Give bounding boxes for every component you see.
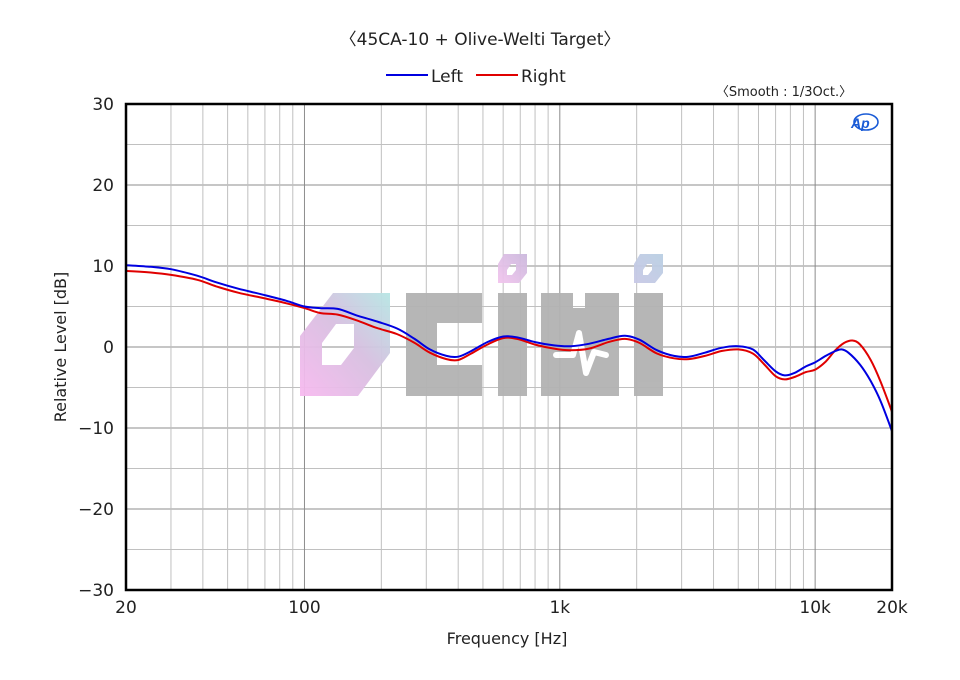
y-tick-label: 10	[92, 257, 114, 277]
y-axis-label: Relative Level [dB]	[51, 272, 70, 423]
y-axis-ticks: 30 20 10 0 −10 −20 −30	[78, 95, 114, 601]
x-tick-label: 20	[115, 598, 137, 618]
series-left-line	[126, 264, 892, 432]
ap-logo-text: Ap	[850, 115, 870, 131]
x-tick-label: 10k	[799, 598, 831, 618]
x-tick-label: 20k	[876, 598, 908, 618]
ap-logo: Ap	[850, 113, 879, 131]
chart-title: 〈45CA-10 + Olive-Welti Target〉	[340, 30, 621, 50]
watermark-pulse	[553, 330, 609, 376]
watermark-dot-1	[498, 254, 527, 283]
smoothing-label: 〈Smooth : 1/3Oct.〉	[716, 85, 852, 100]
watermark-letter-i1	[498, 293, 527, 396]
plot-frame	[124, 102, 894, 592]
x-tick-label: 1k	[549, 598, 570, 618]
y-tick-label: 0	[103, 338, 114, 358]
y-tick-label: −20	[78, 500, 114, 520]
curves	[126, 264, 892, 432]
y-tick-label: −10	[78, 419, 114, 439]
watermark-dot-2	[634, 254, 663, 283]
ap-logo-ring	[853, 113, 879, 131]
y-tick-label: 30	[92, 95, 114, 115]
x-axis-ticks: 20 100 1k 10k 20k	[115, 598, 908, 618]
x-axis-label: Frequency [Hz]	[447, 629, 568, 648]
y-tick-label: −30	[78, 581, 114, 601]
legend-right-label: Right	[521, 67, 566, 87]
legend-left-label: Left	[431, 67, 463, 87]
watermark-letter-c	[406, 293, 482, 396]
x-tick-label: 100	[288, 598, 320, 618]
watermark-logo	[300, 254, 663, 396]
series-right-line	[126, 269, 892, 413]
y-tick-label: 20	[92, 176, 114, 196]
legend: Left Right	[386, 67, 566, 87]
